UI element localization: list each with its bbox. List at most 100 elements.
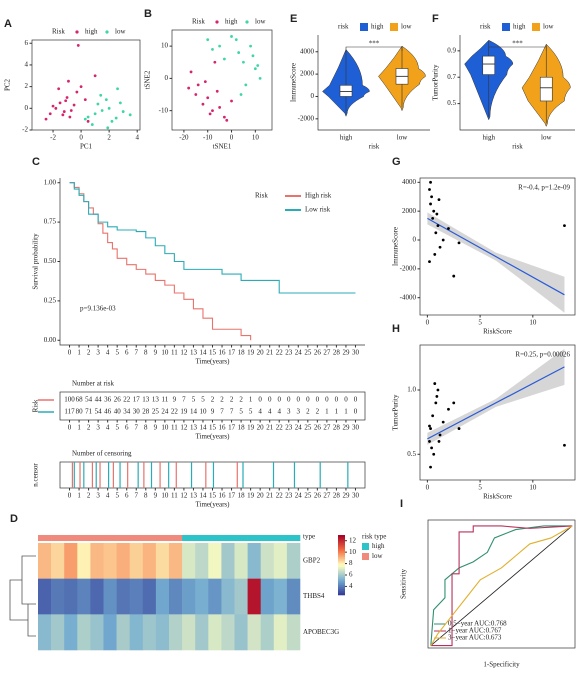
x-tick-label: 8 <box>144 492 148 500</box>
heat-cell <box>103 543 117 579</box>
colorbar-cell <box>338 571 345 574</box>
point <box>441 420 445 424</box>
colorbar-cell <box>338 551 345 554</box>
at-risk-count: 36 <box>104 396 112 404</box>
legend-dot <box>105 30 109 34</box>
point <box>434 401 438 405</box>
at-risk-count: 46 <box>104 408 112 416</box>
table-title: Number at risk <box>72 380 114 388</box>
x-axis-label: Time(years) <box>196 358 231 366</box>
x-tick-label: 27 <box>323 349 331 357</box>
at-risk-count: 1 <box>335 408 339 416</box>
heat-cell <box>195 578 209 615</box>
legend-title: risk <box>338 23 349 31</box>
y-tick-label: 4000 <box>402 178 417 186</box>
x-tick-label: 16 <box>219 424 227 432</box>
heat-cell <box>221 543 235 579</box>
point <box>563 224 566 227</box>
legend-swatch <box>502 23 510 31</box>
y-axis-label: TumorPurity <box>432 64 440 100</box>
x-tick-label: 17 <box>228 349 236 357</box>
regression-line <box>427 217 565 296</box>
x-tick-label: 5 <box>115 349 119 357</box>
y-tick-label: 0.00 <box>44 336 57 344</box>
x-tick-label: 29 <box>342 492 350 500</box>
legend-label: high <box>85 28 98 36</box>
point <box>222 115 226 119</box>
plot-frame <box>31 39 141 131</box>
point <box>432 452 436 456</box>
type-cell <box>195 535 209 541</box>
at-risk-count: 5 <box>201 396 205 404</box>
at-risk-count: 9 <box>211 408 215 416</box>
legend-label: 0.5−year AUC:0.768 <box>448 620 507 628</box>
panel-letter: I <box>400 498 403 510</box>
x-tick-label: 10 <box>529 319 537 327</box>
heat-cell <box>116 578 130 615</box>
heat-cell <box>247 614 261 651</box>
x-axis-label: RiskScore <box>483 328 512 336</box>
y-tick-label: 2 <box>25 82 29 90</box>
point <box>57 87 61 91</box>
panel-letter: H <box>392 323 400 335</box>
point <box>447 227 450 230</box>
point <box>208 112 212 116</box>
legend-label: High risk <box>305 192 332 200</box>
colorbar-cell <box>338 535 345 538</box>
x-tick-label: 8 <box>144 349 148 357</box>
at-risk-count: 5 <box>249 408 253 416</box>
point <box>86 115 90 119</box>
heat-cell <box>221 578 235 615</box>
y-tick-label: 0.50 <box>44 257 57 265</box>
point <box>64 99 68 103</box>
point <box>218 106 222 109</box>
plot-frame <box>419 177 576 316</box>
colorbar-cell <box>338 555 345 558</box>
point <box>436 388 440 392</box>
x-axis-label: Time(years) <box>196 501 231 509</box>
heat-cell <box>208 543 222 579</box>
point <box>96 102 100 106</box>
legend-label: low <box>255 18 266 26</box>
at-risk-count: 7 <box>182 396 186 404</box>
y-axis-label: n.censor <box>32 463 40 487</box>
point <box>428 260 431 264</box>
at-risk-count: 4 <box>258 408 262 416</box>
x-tick-label: 4 <box>106 424 110 432</box>
point <box>187 86 191 90</box>
y-tick-label: 0.7 <box>447 73 456 81</box>
colorbar-cell <box>338 545 345 548</box>
heat-cell <box>90 578 104 615</box>
x-tick-label: 29 <box>342 424 350 432</box>
box <box>539 76 553 102</box>
at-risk-count: 1 <box>249 396 253 404</box>
heat-cell <box>208 578 222 615</box>
heat-cell <box>116 543 130 579</box>
x-tick-label: 12 <box>180 492 188 500</box>
at-risk-count: 80 <box>76 408 84 416</box>
at-risk-count: 1 <box>325 408 329 416</box>
x-tick-label: 19 <box>247 492 255 500</box>
heat-cell <box>142 614 157 651</box>
series-line <box>69 182 356 294</box>
heat-cell <box>51 614 65 651</box>
point <box>79 85 83 89</box>
point <box>54 106 58 110</box>
point <box>441 238 445 242</box>
x-tick-label: 1 <box>77 349 81 357</box>
colorbar-cell <box>338 565 345 568</box>
point <box>61 113 65 117</box>
type-cell <box>169 535 183 541</box>
significance: *** <box>369 40 380 48</box>
point <box>48 112 52 116</box>
point <box>429 465 432 469</box>
colorbar-cell <box>338 567 345 570</box>
point <box>99 93 103 97</box>
point <box>430 195 433 199</box>
type-swatch <box>362 553 369 560</box>
at-risk-count: 2 <box>211 396 215 404</box>
x-tick-label: 3 <box>96 424 100 432</box>
colorbar-cell <box>338 539 345 542</box>
x-tick-label: 3 <box>96 492 100 500</box>
x-tick-label: 18 <box>238 349 246 357</box>
